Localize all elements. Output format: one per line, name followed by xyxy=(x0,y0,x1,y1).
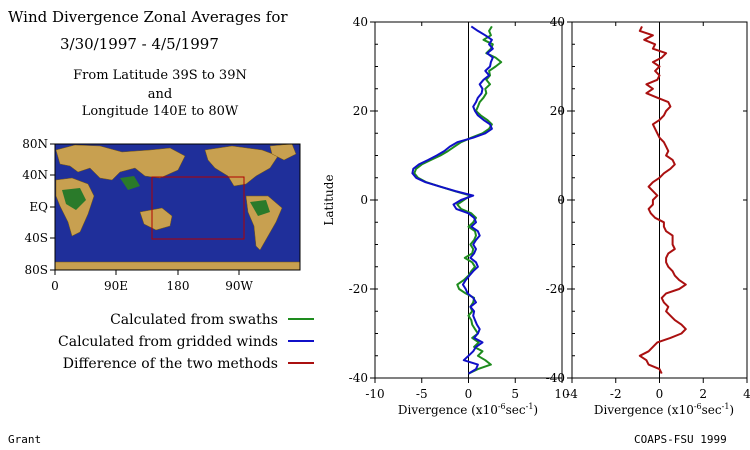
chart1-y-tick-label: -40 xyxy=(349,371,368,385)
eurasia-shape xyxy=(55,144,186,181)
map-lon-label: 180 xyxy=(167,279,190,293)
chart2-y-tick-label: 20 xyxy=(550,104,565,118)
divergence-chart: Latitude Divergence (x10-6sec-1) -10 -5 0 5… xyxy=(322,15,570,417)
world-map: 80N 40N EQ 40S 80S 0 90E 180 90W xyxy=(22,137,301,293)
chart1-x-tick-label: 10 xyxy=(554,387,569,401)
chart1-y-tick-label: 20 xyxy=(353,104,368,118)
map-lat-label: 80N xyxy=(22,137,48,151)
chart2-x-tick-label: 2 xyxy=(699,387,707,401)
chart2-x-tick-label: -2 xyxy=(610,387,622,401)
chart1-y-tick-label: 0 xyxy=(360,193,368,207)
map-ticks xyxy=(50,143,240,275)
legend-label-swaths: Calculated from swaths xyxy=(110,312,278,328)
map-lat-label: 40S xyxy=(25,231,49,245)
legend: Calculated from swaths Calculated from g… xyxy=(58,312,314,372)
chart2-x-tick-label: 4 xyxy=(743,387,750,401)
footer-credit: COAPS-FSU 1999 xyxy=(634,433,727,446)
map-lat-label: 80S xyxy=(25,263,49,277)
region-line-2: and xyxy=(147,87,173,102)
map-lon-labels: 0 90E 180 90W xyxy=(51,279,253,293)
chart1-y-tick-label: -20 xyxy=(349,282,368,296)
footer-author: Grant xyxy=(8,433,42,446)
selected-region-box xyxy=(151,176,245,240)
chart-date-range: 3/30/1997 - 4/5/1997 xyxy=(60,35,219,53)
chart1-x-tick-label: 0 xyxy=(465,387,473,401)
chart1-x-tick-label: -5 xyxy=(416,387,428,401)
chart2-y-tick-label: -40 xyxy=(546,371,565,385)
legend-label-gridded: Calculated from gridded winds xyxy=(58,334,278,350)
map-lon-label: 90E xyxy=(104,279,128,293)
difference-chart: Divergence (x10-6sec-1) -4 -2 0 2 4-40-20020… xyxy=(546,15,750,417)
map-vegetation xyxy=(62,176,270,216)
chart-title: Wind Divergence Zonal Averages for xyxy=(8,8,288,26)
chart1-x-axis-label: Divergence (x10-6sec-1) xyxy=(398,402,538,417)
map-lon-label: 0 xyxy=(51,279,59,293)
chart1-series-calculated-from-gridded-winds xyxy=(411,25,494,375)
antarctica-shape xyxy=(54,261,301,271)
chart2-y-tick-label: 40 xyxy=(550,15,565,29)
legend-label-difference: Difference of the two methods xyxy=(63,356,278,372)
chart1-x-tick-label: 5 xyxy=(511,387,519,401)
region-line-3: Longitude 140E to 80W xyxy=(81,104,239,119)
chart2-x-tick-label: 0 xyxy=(656,387,664,401)
map-lat-label: 40N xyxy=(22,168,48,182)
y-axis-label: Latitude xyxy=(322,174,336,225)
chart2-y-tick-label: -20 xyxy=(546,282,565,296)
map-lat-label: EQ xyxy=(29,200,48,214)
region-line-1: From Latitude 39S to 39N xyxy=(73,68,247,83)
north-america-shape xyxy=(204,145,279,187)
chart2-series-difference-of-the-two-methods xyxy=(638,25,687,375)
map-lat-labels: 80N 40N EQ 40S 80S xyxy=(22,137,48,277)
chart1-series-calculated-from-swaths xyxy=(413,25,503,375)
chart2-x-tick-label: -4 xyxy=(566,387,578,401)
chart1-y-tick-label: 40 xyxy=(353,15,368,29)
map-lon-label: 90W xyxy=(225,279,253,293)
chart2-x-axis-label: Divergence (x10-6sec-1) xyxy=(594,402,734,417)
chart2-y-tick-label: 0 xyxy=(557,193,565,207)
chart1-x-tick-label: -10 xyxy=(365,387,384,401)
australia-shape xyxy=(139,207,173,231)
